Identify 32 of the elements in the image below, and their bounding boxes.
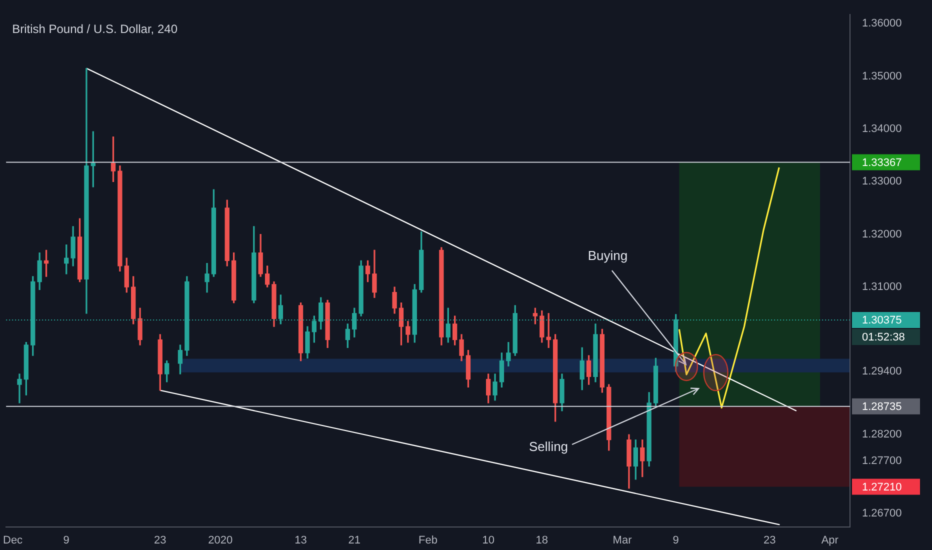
x-tick-label: Dec (3, 534, 24, 546)
x-tick-label: 21 (348, 534, 360, 546)
x-tick-label: 23 (764, 534, 776, 546)
x-tick-label: 2020 (208, 534, 233, 546)
y-tick-label: 1.28200 (862, 428, 902, 441)
ref-line-label: 1.30375 (862, 314, 902, 326)
x-tick-label: 23 (154, 534, 166, 546)
y-tick-label: 1.36000 (862, 18, 902, 30)
x-tick-label: Feb (418, 534, 438, 546)
candlestick (17, 374, 22, 404)
y-tick-label: 1.27700 (862, 454, 902, 467)
y-tick-label: 1.33000 (862, 176, 902, 188)
x-tick-label: 9 (63, 534, 70, 546)
y-tick-label: 1.34000 (862, 122, 902, 135)
text: British Pound / U.S. Dollar, 240 (12, 22, 178, 36)
y-tick-label: 1.26700 (862, 508, 902, 520)
x-tick-label: Apr (821, 534, 839, 546)
annotation: Selling (529, 438, 568, 454)
x-tick-label: 9 (672, 534, 679, 546)
band-label: 1.27210 (862, 481, 902, 494)
ref-line-label: 1.33367 (862, 156, 902, 169)
y-tick-label: 1.29400 (862, 365, 902, 378)
x-tick-label: 18 (536, 534, 548, 546)
text: 01:52:38 (862, 332, 905, 344)
y-tick-label: 1.31000 (862, 281, 902, 294)
y-tick-label: 1.32000 (862, 228, 902, 240)
y-tick-label: 1.35000 (862, 70, 902, 82)
ref-line-label: 1.28735 (862, 400, 902, 413)
x-tick-label: Mar (612, 534, 632, 546)
x-tick-label: 13 (294, 534, 307, 546)
annotation: Buying (588, 248, 628, 264)
x-tick-label: 10 (482, 534, 494, 546)
